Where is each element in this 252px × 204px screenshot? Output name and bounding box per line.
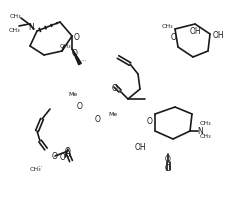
Text: OH: OH [134, 143, 146, 152]
Text: O: O [77, 102, 83, 111]
Text: CH₃: CH₃ [161, 24, 173, 29]
Text: CH₃: CH₃ [199, 121, 211, 126]
Text: O: O [60, 153, 66, 162]
Text: OH: OH [212, 30, 224, 39]
Text: ···: ··· [81, 58, 87, 63]
Text: CH₃: CH₃ [29, 167, 41, 172]
Text: O: O [52, 152, 58, 161]
Text: CH₃: CH₃ [59, 44, 71, 49]
Text: O: O [165, 164, 171, 173]
Text: O: O [171, 33, 177, 42]
Text: O: O [165, 155, 171, 164]
Text: O: O [65, 150, 71, 159]
Text: OH: OH [189, 27, 201, 36]
Text: ···: ··· [37, 164, 43, 169]
Text: O: O [147, 117, 153, 126]
Text: N: N [197, 127, 203, 136]
Text: CH₃: CH₃ [9, 14, 21, 19]
Text: O: O [74, 32, 80, 41]
Text: O: O [95, 115, 101, 124]
Text: O: O [72, 48, 78, 57]
Text: CH₃: CH₃ [199, 134, 211, 139]
Text: Me: Me [108, 112, 118, 117]
Text: CH₃: CH₃ [8, 27, 20, 32]
Text: O: O [65, 147, 71, 156]
Polygon shape [72, 50, 81, 65]
Text: N: N [28, 22, 34, 31]
Text: O: O [112, 84, 118, 93]
Text: Me: Me [68, 92, 78, 97]
